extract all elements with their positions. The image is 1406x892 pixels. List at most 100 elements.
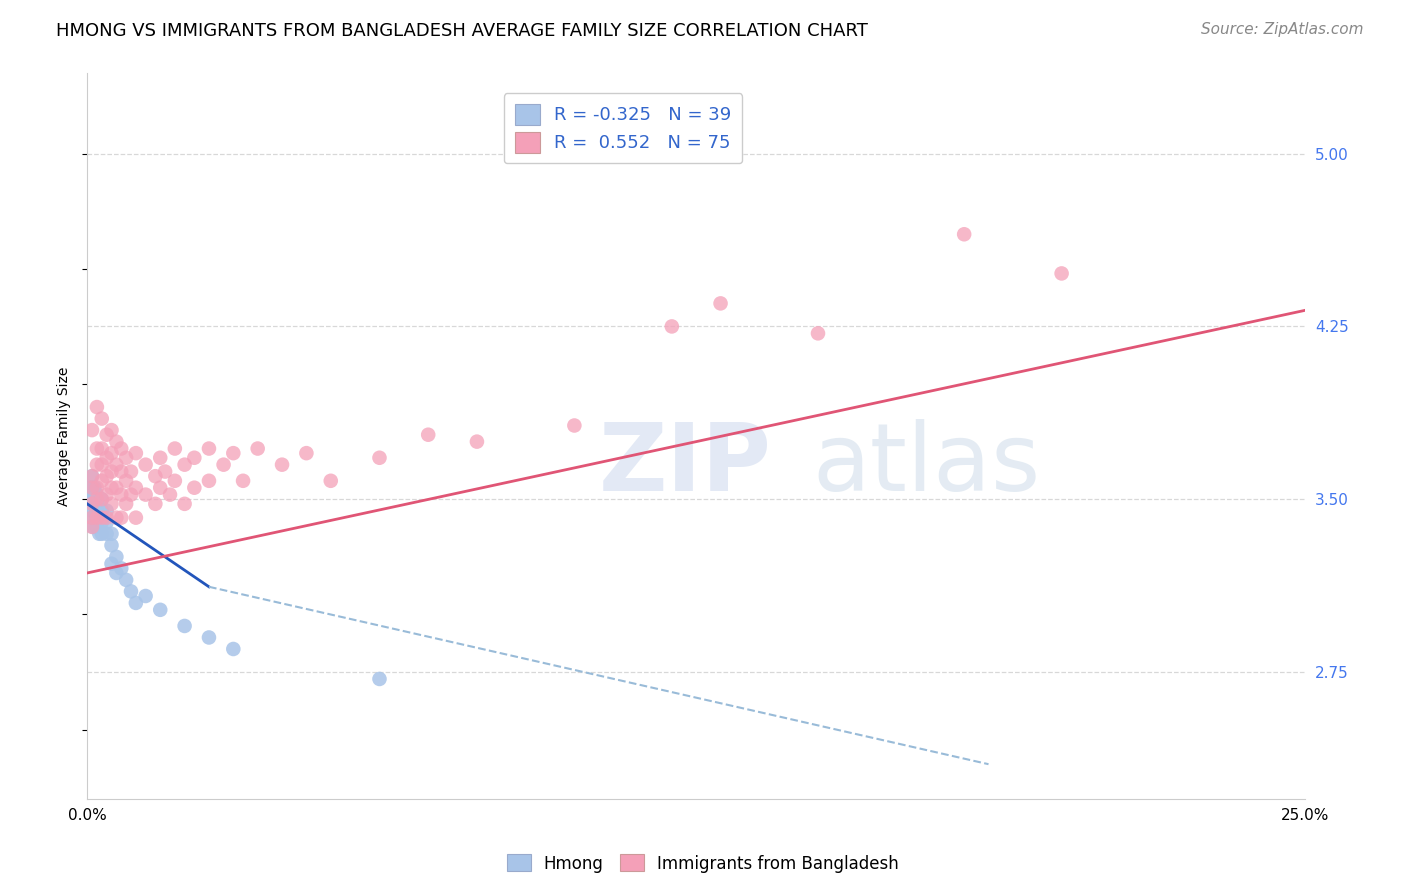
Point xyxy=(100,538,122,552)
Point xyxy=(163,474,186,488)
Point xyxy=(90,474,112,488)
Point xyxy=(368,672,391,686)
Point xyxy=(465,434,488,449)
Point xyxy=(96,488,118,502)
Point xyxy=(125,481,148,495)
Point xyxy=(90,510,112,524)
Point xyxy=(86,510,108,524)
Point xyxy=(120,488,142,502)
Point xyxy=(110,465,132,479)
Point xyxy=(100,557,122,571)
Point xyxy=(125,446,148,460)
Point xyxy=(120,584,142,599)
Point xyxy=(115,573,138,587)
Point xyxy=(100,497,122,511)
Point xyxy=(90,411,112,425)
Point xyxy=(125,596,148,610)
Point xyxy=(145,469,167,483)
Point xyxy=(86,458,108,472)
Point xyxy=(80,469,103,483)
Point xyxy=(105,566,128,580)
Point xyxy=(80,510,103,524)
Point xyxy=(79,488,101,502)
Point xyxy=(183,450,205,465)
Point xyxy=(418,427,440,442)
Point xyxy=(135,589,157,603)
Point xyxy=(89,526,111,541)
Point xyxy=(564,418,586,433)
Point xyxy=(86,492,108,507)
Text: atlas: atlas xyxy=(811,419,1040,511)
Point xyxy=(198,631,221,645)
Point xyxy=(319,474,342,488)
Point xyxy=(173,619,195,633)
Point xyxy=(80,497,103,511)
Point xyxy=(135,488,157,502)
Point xyxy=(80,469,103,483)
Point xyxy=(212,458,235,472)
Point xyxy=(125,510,148,524)
Point xyxy=(80,481,103,495)
Point xyxy=(82,520,104,534)
Point xyxy=(100,481,122,495)
Point xyxy=(271,458,294,472)
Point xyxy=(105,458,128,472)
Point xyxy=(953,227,976,242)
Point xyxy=(246,442,269,456)
Point xyxy=(80,520,103,534)
Point xyxy=(86,481,108,495)
Text: ZIP: ZIP xyxy=(599,419,772,511)
Legend: Hmong, Immigrants from Bangladesh: Hmong, Immigrants from Bangladesh xyxy=(501,847,905,880)
Legend: R = -0.325   N = 39, R =  0.552   N = 75: R = -0.325 N = 39, R = 0.552 N = 75 xyxy=(503,93,742,163)
Point xyxy=(80,481,103,495)
Point xyxy=(368,450,391,465)
Point xyxy=(90,516,112,530)
Point xyxy=(86,504,108,518)
Point xyxy=(115,497,138,511)
Point xyxy=(105,481,128,495)
Point xyxy=(96,427,118,442)
Point xyxy=(115,474,138,488)
Point xyxy=(105,434,128,449)
Text: HMONG VS IMMIGRANTS FROM BANGLADESH AVERAGE FAMILY SIZE CORRELATION CHART: HMONG VS IMMIGRANTS FROM BANGLADESH AVER… xyxy=(56,22,868,40)
Point xyxy=(110,561,132,575)
Point xyxy=(105,549,128,564)
Point xyxy=(173,458,195,472)
Point xyxy=(110,442,132,456)
Point xyxy=(110,510,132,524)
Point xyxy=(807,326,830,341)
Point xyxy=(86,400,108,414)
Point xyxy=(86,520,108,534)
Point xyxy=(80,510,103,524)
Point xyxy=(173,497,195,511)
Point xyxy=(709,296,731,310)
Point xyxy=(96,504,118,518)
Point xyxy=(100,526,122,541)
Point xyxy=(149,450,172,465)
Point xyxy=(96,526,118,541)
Point xyxy=(135,458,157,472)
Point xyxy=(80,492,103,507)
Point xyxy=(80,497,103,511)
Point xyxy=(100,423,122,437)
Point xyxy=(159,488,181,502)
Point xyxy=(83,492,105,507)
Point xyxy=(153,465,176,479)
Point xyxy=(198,442,221,456)
Point xyxy=(90,492,112,507)
Point xyxy=(86,497,108,511)
Point xyxy=(115,450,138,465)
Point xyxy=(80,423,103,437)
Point xyxy=(86,442,108,456)
Point xyxy=(232,474,254,488)
Point xyxy=(661,319,683,334)
Point xyxy=(149,603,172,617)
Point xyxy=(90,442,112,456)
Point xyxy=(83,481,105,495)
Y-axis label: Average Family Size: Average Family Size xyxy=(58,367,72,506)
Point xyxy=(198,474,221,488)
Point xyxy=(149,481,172,495)
Point xyxy=(96,516,118,530)
Point xyxy=(86,510,108,524)
Point xyxy=(145,497,167,511)
